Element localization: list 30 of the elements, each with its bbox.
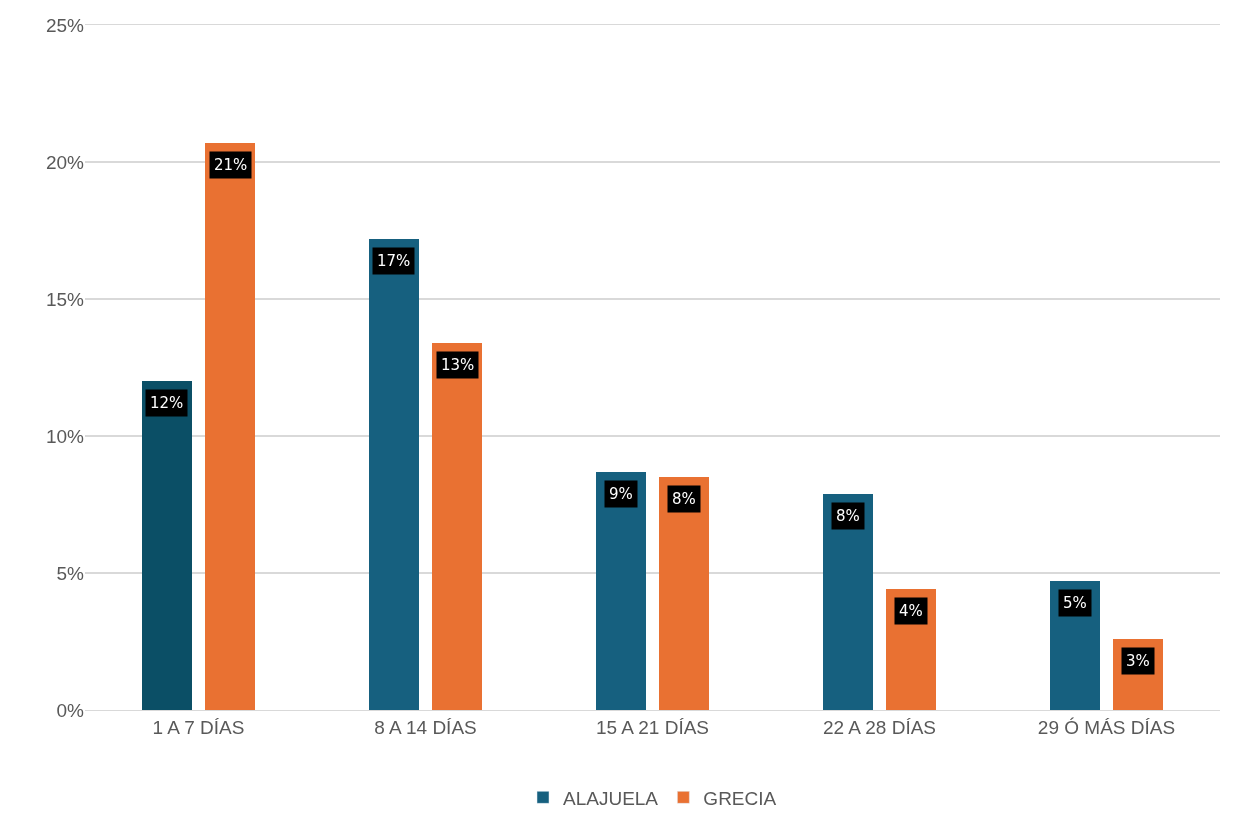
data-label: 13% [441,356,475,374]
y-tick-label: 10% [45,425,85,447]
y-tick-label: 0% [56,699,85,721]
bar [823,494,873,710]
data-label: 12% [150,394,184,412]
bar [142,381,192,710]
y-tick-label: 15% [45,288,85,310]
data-label: 8% [836,507,860,525]
x-tick-label: 8 A 14 DÍAS [374,716,477,738]
data-label: 21% [214,156,248,174]
x-tick-label: 29 Ó MÁS DÍAS [1037,716,1176,738]
data-label: 5% [1063,594,1087,612]
data-label: 9% [609,485,633,503]
x-tick-label: 22 A 28 DÍAS [822,716,937,738]
bar [205,143,255,710]
bar [596,472,646,710]
x-tick-label: 1 A 7 DÍAS [152,716,245,738]
y-tick-label: 5% [56,562,85,584]
data-label: 8% [672,490,696,508]
bar [432,343,482,710]
legend-label: ALAJUELA [563,787,659,809]
x-tick-label: 15 A 21 DÍAS [595,716,710,738]
y-tick-label: 20% [45,151,85,173]
bar [369,239,419,710]
y-tick-label: 25% [45,14,85,36]
data-label: 17% [377,252,411,270]
legend-label: GRECIA [703,787,777,809]
data-label: 3% [1126,652,1150,670]
data-label: 4% [899,602,923,620]
bar [659,477,709,710]
